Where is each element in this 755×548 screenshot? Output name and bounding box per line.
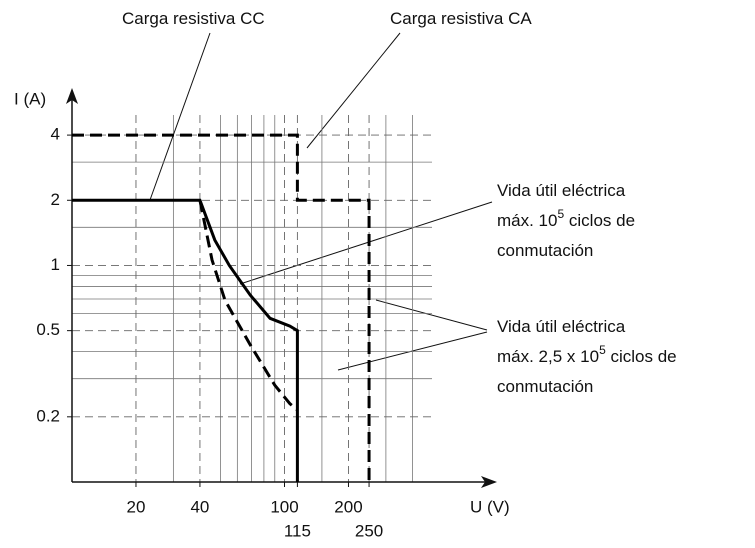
y-tick-label: 4 bbox=[51, 125, 60, 144]
x-tick-label: 250 bbox=[355, 521, 383, 540]
leader-line bbox=[306, 32, 401, 149]
annotation: Carga resistiva CC bbox=[122, 9, 265, 28]
series-line bbox=[72, 133, 371, 482]
annotation-text: conmutación bbox=[497, 377, 593, 396]
annotation-text: 5 bbox=[557, 207, 564, 221]
leader-line bbox=[149, 32, 211, 201]
annotation-text: Vida útil eléctrica bbox=[497, 181, 626, 200]
y-tick-label: 2 bbox=[51, 190, 60, 209]
x-tick-label: 115 bbox=[284, 521, 311, 540]
x-tick-label: 40 bbox=[190, 497, 209, 516]
annotation-text: ciclos de bbox=[606, 347, 677, 366]
annotation: Vida útil eléctrica bbox=[497, 181, 626, 200]
annotation: conmutación bbox=[497, 377, 593, 396]
annotation-text: Carga resistiva CC bbox=[122, 9, 265, 28]
x-tick-label: 20 bbox=[127, 497, 146, 516]
y-tick-label: 0.2 bbox=[36, 406, 60, 425]
annotation-text: Carga resistiva CA bbox=[390, 9, 532, 28]
y-tick-label: 1 bbox=[51, 255, 60, 274]
annotation-text: ciclos de bbox=[564, 211, 635, 230]
series-line bbox=[198, 199, 299, 412]
annotation-text: conmutación bbox=[497, 241, 593, 260]
annotation: Vida útil eléctrica bbox=[497, 317, 626, 336]
leader-line bbox=[375, 299, 488, 331]
x-tick-label: 100 bbox=[270, 497, 298, 516]
annotation-text: máx. 2,5 x 10 bbox=[497, 347, 599, 366]
annotation: máx. 2,5 x 105 ciclos de bbox=[497, 343, 677, 366]
y-axis-arrow bbox=[66, 88, 78, 104]
annotation-text: máx. 10 bbox=[497, 211, 557, 230]
annotation: conmutación bbox=[497, 241, 593, 260]
leader-line bbox=[239, 201, 493, 285]
annotation: máx. 105 ciclos de bbox=[497, 207, 635, 230]
y-tick-label: 0.5 bbox=[36, 320, 60, 339]
x-axis-arrow bbox=[481, 476, 497, 488]
annotation: Carga resistiva CA bbox=[390, 9, 532, 28]
x-tick-label: 200 bbox=[334, 497, 362, 516]
annotation-text: Vida útil eléctrica bbox=[497, 317, 626, 336]
series-line bbox=[72, 198, 299, 482]
y-axis-label: I (A) bbox=[14, 89, 46, 108]
x-axis-label: U (V) bbox=[470, 497, 510, 516]
annotation-text: 5 bbox=[599, 343, 606, 357]
